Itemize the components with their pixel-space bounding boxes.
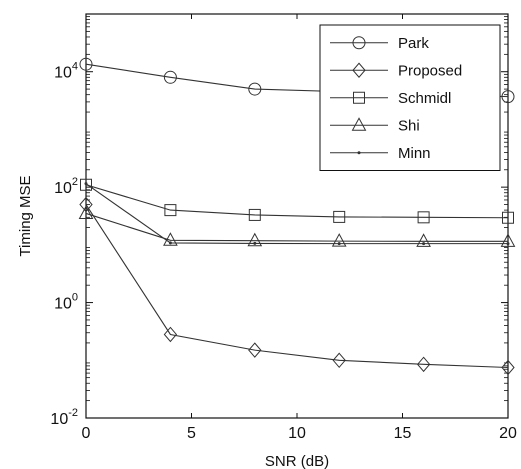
legend-label: Shi (398, 117, 420, 134)
series-shi (78, 205, 516, 247)
diamond-marker (332, 352, 346, 369)
circle-marker (163, 70, 177, 84)
point-marker (422, 242, 426, 246)
square-marker (417, 211, 430, 224)
point-marker (357, 151, 361, 155)
square-marker (353, 91, 365, 104)
y-tick-base: 10 (54, 65, 72, 82)
legend-item: Schmidl (330, 90, 451, 107)
square-marker (80, 178, 92, 191)
x-tick-label: 0 (82, 425, 91, 442)
y-tick-label: 100 (54, 292, 78, 313)
series-proposed (79, 196, 515, 376)
legend-label: Park (398, 35, 429, 52)
square-marker (502, 211, 514, 224)
diamond-marker (79, 196, 93, 213)
y-tick-exponent: 2 (72, 176, 78, 188)
legend: Park Proposed Schmidl Shi Minn (319, 24, 501, 171)
y-tick-base: 10 (54, 180, 72, 197)
legend-label: Schmidl (398, 90, 451, 107)
legend-label: Minn (398, 145, 431, 162)
legend-item: Park (330, 35, 429, 52)
diamond-marker (501, 359, 515, 376)
x-tick-label: 10 (288, 425, 306, 442)
triangle-marker (500, 233, 516, 247)
y-tick-exponent: 0 (72, 292, 78, 304)
square-marker (164, 204, 177, 217)
point-marker (84, 182, 88, 186)
y-tick-base: 10 (54, 296, 72, 313)
y-tick-exponent: -2 (68, 407, 78, 419)
legend-item: Shi (330, 117, 420, 134)
triangle-marker (416, 233, 431, 247)
square-marker (248, 208, 261, 221)
x-tick-label: 15 (394, 425, 412, 442)
triangle-marker (78, 205, 94, 219)
point-marker (337, 242, 341, 246)
series-line (85, 184, 509, 219)
y-tick-label: 104 (54, 61, 78, 82)
circle-marker (501, 90, 515, 104)
y-axis-title: Timing MSE (17, 175, 34, 256)
series-line (85, 204, 509, 369)
circle-marker (352, 36, 366, 50)
triangle-marker (351, 117, 367, 131)
y-tick-exponent: 4 (72, 61, 78, 73)
triangle-marker (331, 233, 347, 247)
circle-marker (248, 82, 262, 96)
x-tick-label: 5 (187, 425, 196, 442)
y-tick-label: 10-2 (50, 407, 78, 428)
circle-marker (79, 57, 93, 71)
legend-label: Proposed (398, 62, 462, 79)
y-tick-base: 10 (50, 411, 68, 428)
series-schmidl (80, 178, 514, 224)
series-line (85, 212, 508, 242)
triangle-marker (247, 232, 263, 247)
triangle-marker (163, 232, 178, 246)
diamond-marker (248, 342, 262, 358)
series-minn (84, 182, 510, 246)
x-axis-title: SNR (dB) (265, 453, 329, 469)
legend-item: Minn (330, 145, 431, 162)
x-tick-label: 20 (499, 425, 517, 442)
point-marker (168, 241, 172, 245)
diamond-marker (163, 326, 178, 343)
y-tick-label: 102 (54, 176, 78, 197)
point-marker (506, 242, 510, 246)
diamond-marker (352, 62, 366, 79)
point-marker (253, 241, 257, 245)
legend-item: Proposed (330, 62, 462, 79)
diamond-marker (416, 356, 431, 373)
square-marker (333, 210, 346, 223)
series-line (85, 183, 508, 245)
